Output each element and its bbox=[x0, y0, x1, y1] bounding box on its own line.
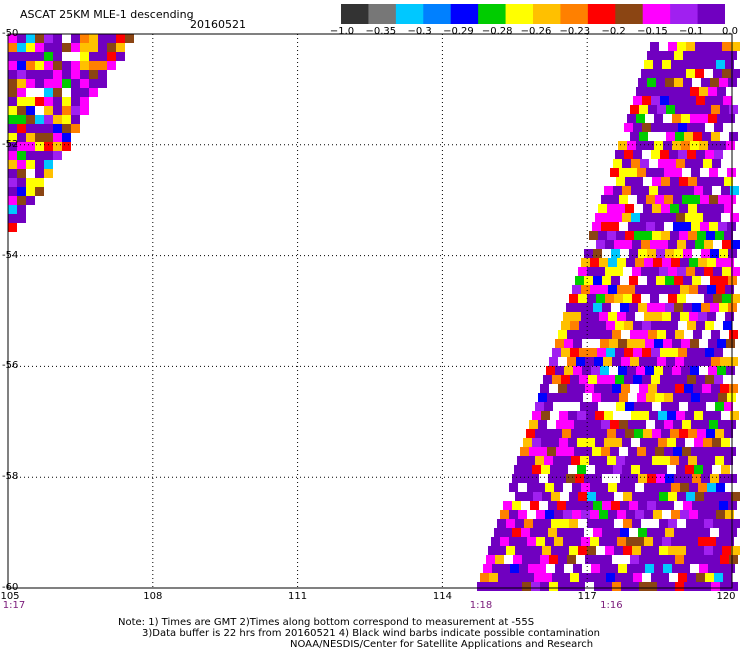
note-line-1: Note: 1) Times are GMT 2)Times along bot… bbox=[118, 617, 535, 628]
swath-map bbox=[7, 33, 740, 591]
y-tick-label: -50 bbox=[2, 28, 19, 39]
legend-label: −0.35 bbox=[365, 26, 397, 37]
time-label: 1:17 bbox=[2, 600, 26, 611]
legend-swatch bbox=[368, 4, 397, 24]
legend-label: −0.29 bbox=[443, 26, 474, 37]
time-label: 1:18 bbox=[469, 600, 493, 611]
color-legend-labels: −1.0 −0.35 −0.3 −0.29 −0.28 −0.26 −0.23 −0.2 −0.… bbox=[329, 26, 738, 40]
note-line-3: NOAA/NESDIS/Center for Satellite Applica… bbox=[290, 639, 594, 650]
x-tick-label: 105 bbox=[0, 591, 20, 602]
y-tick-label: -58 bbox=[2, 471, 19, 483]
legend-label: −0.23 bbox=[559, 26, 591, 37]
legend-label: −0.28 bbox=[481, 26, 513, 37]
x-tick-label: 117 bbox=[577, 591, 597, 602]
legend-swatch bbox=[423, 4, 452, 24]
x-tick-label: 114 bbox=[432, 591, 452, 602]
y-tick-label: -54 bbox=[2, 249, 19, 261]
legend-swatch bbox=[587, 4, 616, 24]
legend-label: −0.26 bbox=[520, 26, 552, 37]
legend-swatch bbox=[450, 4, 479, 24]
legend-label: −0.1 bbox=[679, 26, 704, 37]
x-tick-label: 111 bbox=[288, 591, 308, 602]
note-line-2: 3)Data buffer is 22 hrs from 20160521 4)… bbox=[142, 628, 600, 639]
legend-label: −1.0 bbox=[329, 26, 355, 37]
y-tick-label: -56 bbox=[2, 360, 19, 372]
y-tick-label: -52 bbox=[2, 138, 19, 150]
legend-label: 0.0 bbox=[722, 26, 738, 37]
y-tick-label: -60 bbox=[2, 582, 19, 593]
time-label: 1:16 bbox=[600, 600, 623, 611]
legend-swatch bbox=[670, 4, 699, 24]
legend-swatch bbox=[560, 4, 589, 24]
legend-swatch bbox=[615, 4, 644, 24]
grid-lines bbox=[8, 34, 732, 588]
map-title: ASCAT 25KM MLE-1 descending bbox=[20, 8, 194, 21]
legend-label: −0.2 bbox=[601, 26, 626, 37]
legend-swatch bbox=[533, 4, 561, 24]
map-date: 20160521 bbox=[190, 18, 246, 31]
legend-swatch bbox=[478, 4, 507, 24]
x-tick-label: 108 bbox=[143, 591, 163, 602]
legend-swatch bbox=[642, 4, 671, 24]
legend-swatch bbox=[341, 4, 369, 24]
swath-cells bbox=[8, 34, 740, 591]
legend-swatch bbox=[697, 4, 725, 24]
x-tick-label: 120 bbox=[716, 591, 736, 602]
legend-label: −0.15 bbox=[637, 26, 668, 37]
legend-swatch bbox=[395, 4, 424, 24]
legend-label: −0.3 bbox=[407, 26, 432, 37]
legend-swatch bbox=[505, 4, 534, 24]
map-frame bbox=[7, 33, 733, 589]
color-legend-bar bbox=[341, 4, 725, 24]
